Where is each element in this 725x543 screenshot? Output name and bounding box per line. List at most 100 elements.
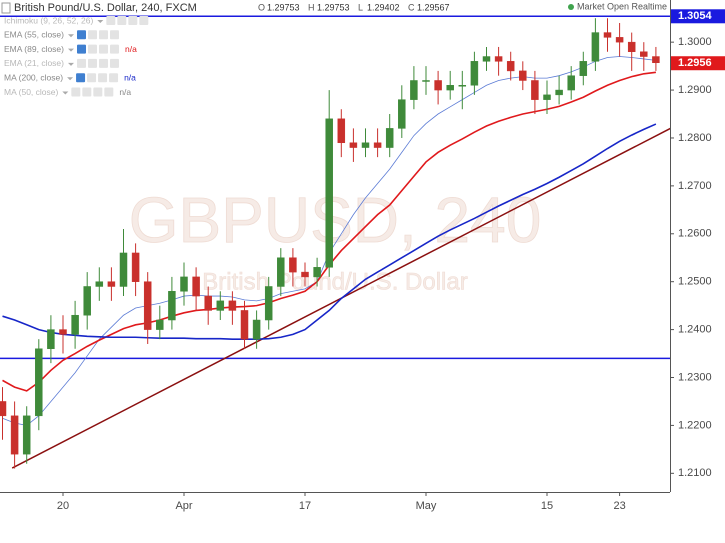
legend-icon[interactable] bbox=[128, 16, 138, 25]
candle-body bbox=[216, 300, 225, 311]
y-tick-label: 1.2800 bbox=[678, 132, 712, 144]
chart-title: British Pound/U.S. Dollar, 240, FXCM bbox=[14, 2, 197, 14]
ohlc-key: C bbox=[408, 2, 415, 12]
candle-body bbox=[627, 41, 636, 52]
status-dot bbox=[568, 4, 574, 10]
candle-body bbox=[192, 276, 200, 297]
candle-body bbox=[289, 257, 297, 273]
y-tick-label: 1.2500 bbox=[678, 276, 712, 288]
candle-body bbox=[71, 314, 79, 335]
legend-icon[interactable] bbox=[109, 73, 119, 83]
candle-body bbox=[119, 252, 128, 287]
price-label: 1.3054 bbox=[678, 10, 713, 22]
legend-icon[interactable] bbox=[77, 58, 86, 68]
collapse-icon bbox=[1, 2, 11, 14]
candle-body bbox=[47, 329, 55, 350]
y-tick-label: 1.2600 bbox=[678, 228, 712, 240]
candle-body bbox=[349, 142, 358, 148]
candle-body bbox=[470, 61, 479, 86]
candle-body bbox=[95, 281, 104, 287]
legend-icon[interactable] bbox=[71, 87, 81, 97]
indicator-name: MA (200, close) bbox=[4, 72, 63, 82]
ohlc-key: L bbox=[358, 2, 363, 12]
legend-icon[interactable] bbox=[99, 30, 108, 40]
candle-body bbox=[385, 128, 394, 148]
y-tick-label: 1.2400 bbox=[678, 324, 712, 336]
status: Market Open Realtime bbox=[577, 1, 667, 11]
candle-body bbox=[228, 300, 237, 311]
legend-icon[interactable] bbox=[106, 16, 116, 25]
legend-icon[interactable] bbox=[110, 58, 119, 68]
watermark-description: British Pound/U.S. Dollar bbox=[202, 268, 467, 295]
indicator-name: EMA (89, close) bbox=[4, 44, 64, 54]
candle-body bbox=[519, 70, 527, 81]
candle-body bbox=[652, 56, 660, 64]
candle-body bbox=[301, 271, 309, 278]
x-tick-label: Apr bbox=[175, 500, 192, 512]
candle-body bbox=[131, 252, 140, 282]
legend-icon[interactable] bbox=[88, 30, 97, 40]
indicator-status: n/a bbox=[119, 87, 131, 97]
legend-icon[interactable] bbox=[76, 73, 86, 83]
candle-body bbox=[59, 329, 67, 335]
price-label: 1.2956 bbox=[678, 57, 712, 69]
plot-area: GBPUSD, 240 British Pound/U.S. Dollar bbox=[0, 15, 670, 469]
candle-body bbox=[398, 99, 406, 129]
indicator-name: EMA (55, close) bbox=[4, 30, 64, 40]
legend-icon[interactable] bbox=[77, 30, 86, 40]
candle-body bbox=[579, 61, 588, 76]
candle-body bbox=[640, 51, 648, 57]
candle-body bbox=[107, 281, 116, 287]
watermark-symbol: GBPUSD, 240 bbox=[129, 184, 542, 256]
indicator-name: EMA (21, close) bbox=[4, 58, 64, 68]
candle-body bbox=[373, 142, 382, 148]
candle-body bbox=[567, 75, 575, 91]
indicator-status: n/a bbox=[124, 72, 136, 82]
legend-icon[interactable] bbox=[87, 73, 97, 83]
candle-body bbox=[143, 281, 152, 330]
candle-body bbox=[591, 32, 600, 62]
legend-icon[interactable] bbox=[88, 44, 97, 54]
legend-caret bbox=[62, 91, 69, 95]
axes: 1.2100 1.2200 1.2300 1.2400 1.2500 1.2600 1.27… bbox=[0, 0, 725, 512]
candle-body bbox=[277, 257, 285, 287]
candle-body bbox=[603, 32, 612, 38]
y-tick-label: 1.3000 bbox=[678, 36, 712, 48]
legend-icon[interactable] bbox=[110, 44, 119, 54]
indicator-line bbox=[2, 123, 657, 340]
legend-icon[interactable] bbox=[117, 16, 127, 25]
candle-body bbox=[506, 61, 515, 72]
ohlc-value: 1.29753 bbox=[267, 2, 300, 12]
legend-icon[interactable] bbox=[98, 73, 108, 83]
indicator-name: Ichimoku (9, 26, 52, 26) bbox=[4, 15, 93, 25]
x-tick-label: May bbox=[416, 500, 437, 512]
ohlc-value: 1.29567 bbox=[417, 2, 450, 12]
candle-body bbox=[240, 310, 249, 340]
candle-body bbox=[422, 80, 430, 82]
candle-body bbox=[0, 401, 7, 417]
legend-icon[interactable] bbox=[82, 87, 92, 97]
legend-icon[interactable] bbox=[139, 16, 149, 25]
legend-icon[interactable] bbox=[93, 87, 103, 97]
legend-icon[interactable] bbox=[99, 58, 108, 68]
legend-icon[interactable] bbox=[88, 58, 97, 68]
legend-icon[interactable] bbox=[104, 87, 114, 97]
candle-body bbox=[361, 142, 370, 148]
candle-body bbox=[204, 295, 212, 311]
legend-icon[interactable] bbox=[99, 44, 108, 54]
y-tick-label: 1.2700 bbox=[678, 180, 712, 192]
candle-body bbox=[10, 415, 19, 455]
y-tick-label: 1.2100 bbox=[678, 467, 712, 479]
indicator-status: n/a bbox=[125, 44, 137, 54]
candle-body bbox=[482, 56, 491, 62]
candle-body bbox=[615, 37, 624, 43]
candle-body bbox=[168, 291, 176, 321]
legend-icon[interactable] bbox=[110, 30, 119, 40]
candle-body bbox=[337, 118, 346, 144]
legend-icon[interactable] bbox=[77, 44, 86, 54]
candle-body bbox=[22, 415, 31, 455]
legend-caret bbox=[67, 77, 74, 81]
y-tick-label: 1.2300 bbox=[678, 371, 712, 383]
x-tick-label: 23 bbox=[613, 500, 625, 512]
candle-body bbox=[313, 267, 321, 278]
